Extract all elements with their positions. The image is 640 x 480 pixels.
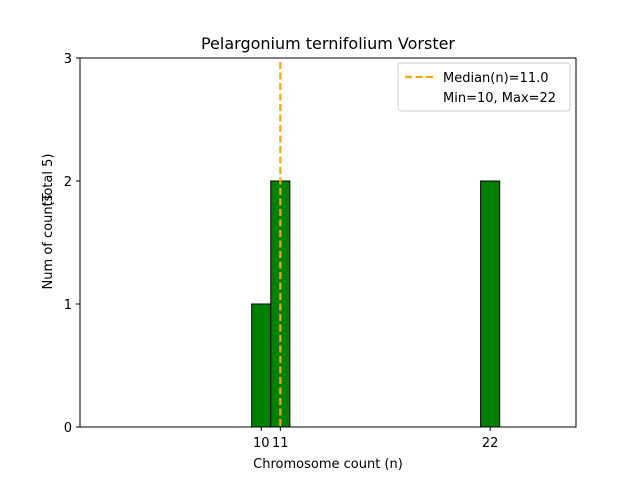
x-tick-label-10: 10 xyxy=(253,436,270,451)
y-tick-label-0: 0 xyxy=(64,421,72,436)
bar-22 xyxy=(480,180,501,428)
x-tick-label-22: 22 xyxy=(482,436,499,451)
legend-box xyxy=(397,62,571,112)
y-tick-label-3: 3 xyxy=(64,52,72,67)
y-tick-label-2: 2 xyxy=(64,175,72,190)
chart-title: Pelargonium ternifolium Vorster xyxy=(201,34,455,53)
y-axis-label: Num of counts xyxy=(41,194,56,289)
x-tick-label-11: 11 xyxy=(272,436,289,451)
y-axis-total-label: (Total 5) xyxy=(41,154,56,207)
legend: Median(n)=11.0 Min=10, Max=22 xyxy=(397,62,571,112)
x-axis-label: Chromosome count (n) xyxy=(253,457,403,472)
axes-frame xyxy=(79,57,577,428)
plot-area: 10 11 22 0 1 2 3 xyxy=(64,52,577,451)
y-tick-label-1: 1 xyxy=(64,298,72,313)
legend-minmax-label: Min=10, Max=22 xyxy=(443,91,556,106)
legend-median-label: Median(n)=11.0 xyxy=(443,71,549,86)
bar-10 xyxy=(251,303,272,428)
